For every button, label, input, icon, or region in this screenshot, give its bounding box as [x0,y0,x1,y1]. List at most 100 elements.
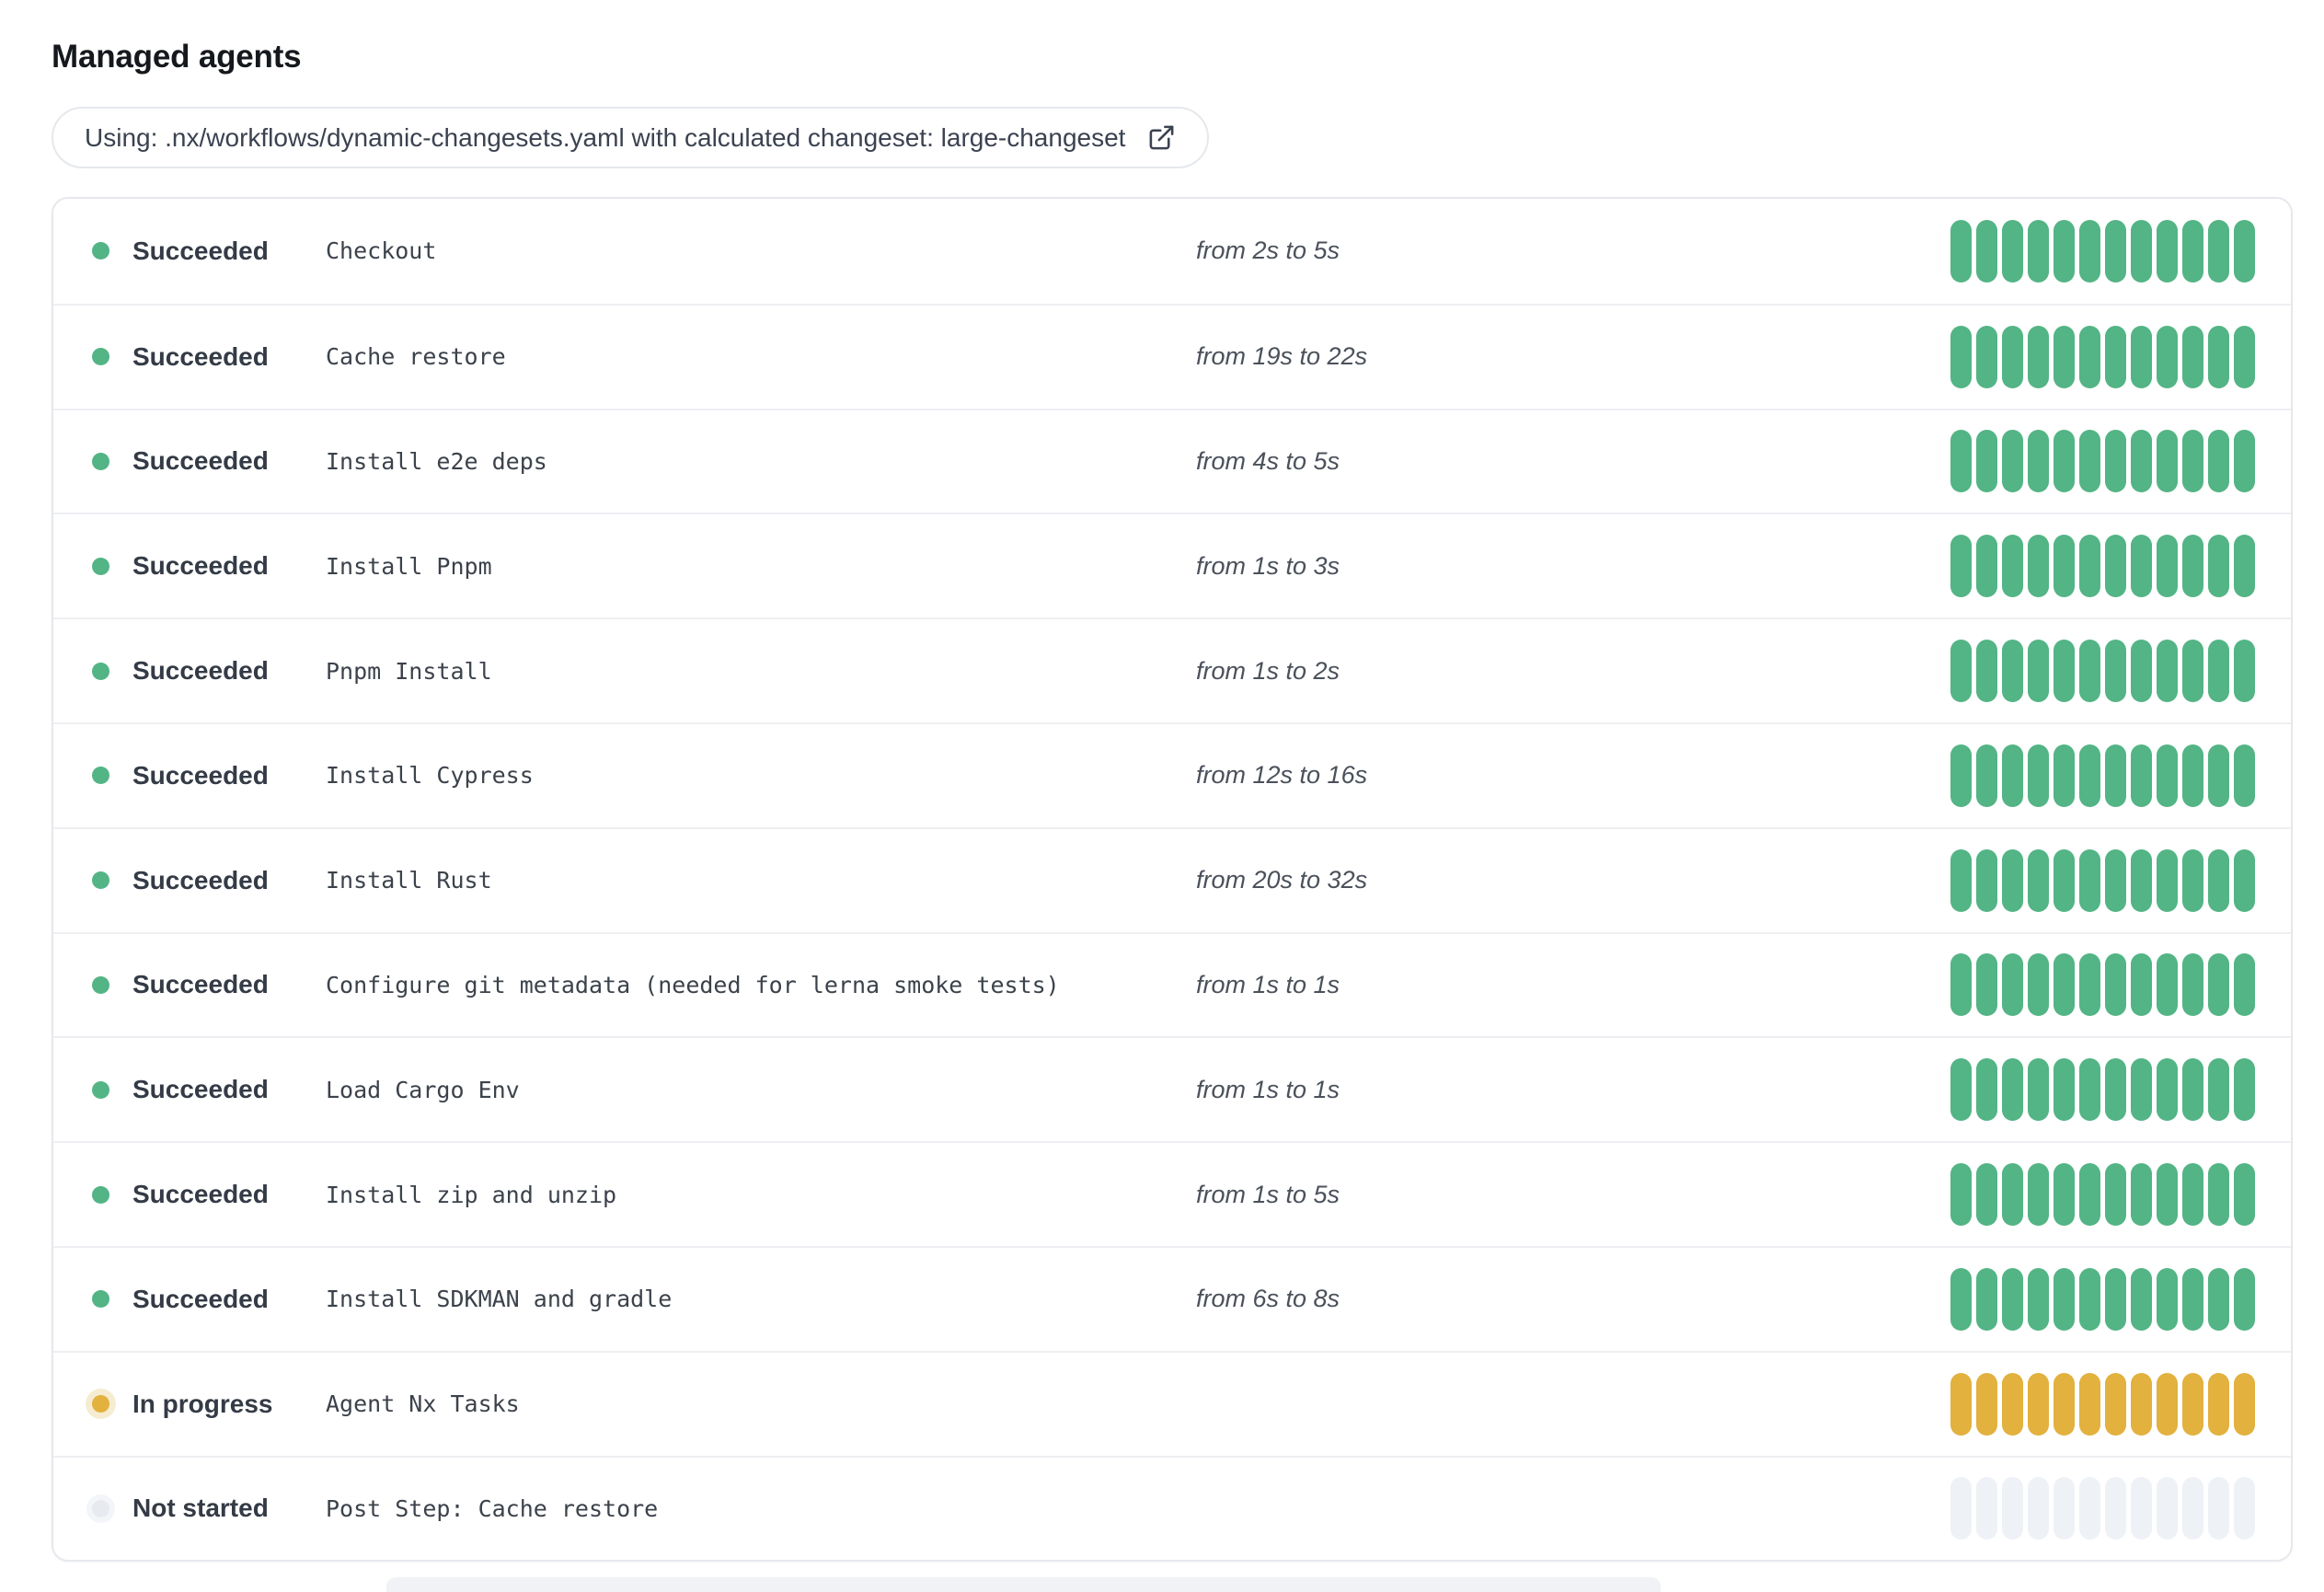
step-name: Load Cargo Env [326,1076,520,1103]
progress-segment [2002,953,2023,1017]
progress-segment [2079,953,2100,1017]
progress-segment [2131,535,2152,598]
progress-segment [2234,1477,2255,1540]
progress-segment [2182,1058,2203,1122]
status-cell: Succeeded [92,446,326,476]
progress-segment [2131,430,2152,493]
step-name: Post Step: Cache restore [326,1494,659,1522]
progress-segment [2182,640,2203,703]
progress-segment [2002,1477,2023,1540]
agent-step-row[interactable]: Succeeded Install Pnpm from 1s to 3s [53,513,2291,618]
progress-segment [2079,325,2100,388]
progress-segment [2157,430,2178,493]
status-dot-icon [92,242,109,260]
progress-segment [2105,1058,2126,1122]
progress-segment [1976,848,1997,912]
agent-step-row[interactable]: In progress Agent Nx Tasks [53,1350,2291,1456]
step-name: Install Pnpm [326,552,492,580]
agent-step-row[interactable]: Succeeded Install e2e deps from 4s to 5s [53,408,2291,513]
status-dot-icon [92,1185,109,1204]
progress-segment [1976,1058,1997,1122]
step-name: Agent Nx Tasks [326,1390,520,1418]
progress-segment [2054,640,2075,703]
status-cell: Succeeded [92,236,326,266]
agent-progress-bar [1950,640,2255,703]
progress-segment [2079,1372,2100,1436]
step-duration-range: from 1s to 2s [1196,656,1340,685]
progress-segment [2234,535,2255,598]
step-duration-range: from 4s to 5s [1196,446,1340,475]
step-duration-range: from 1s to 5s [1196,1180,1340,1208]
step-name: Configure git metadata (needed for lerna… [326,971,1060,998]
status-dot-icon [92,1080,109,1099]
status-dot-icon [92,871,109,890]
agent-step-row[interactable]: Succeeded Configure git metadata (needed… [53,931,2291,1037]
progress-segment [1976,953,1997,1017]
progress-segment [2208,1477,2229,1540]
progress-segment [2208,640,2229,703]
progress-segment [2054,744,2075,807]
workflow-banner-link[interactable]: Using: .nx/workflows/dynamic-changesets.… [52,107,1210,168]
progress-segment [2105,640,2126,703]
progress-segment [1976,219,1997,283]
progress-segment [2182,1267,2203,1331]
progress-segment [2182,953,2203,1017]
progress-segment [2054,219,2075,283]
agent-step-row[interactable]: Succeeded Checkout from 2s to 5s [53,199,2291,304]
progress-segment [1950,535,1972,598]
status-cell: Succeeded [92,1285,326,1314]
step-name: Checkout [326,237,437,265]
status-dot-icon [92,1290,109,1309]
agent-progress-bar [1950,953,2255,1017]
progress-segment [2234,325,2255,388]
agent-step-row[interactable]: Succeeded Install Cypress from 12s to 16… [53,721,2291,827]
progress-segment [2157,1372,2178,1436]
status-label: Succeeded [132,446,269,476]
progress-segment [2002,325,2023,388]
progress-segment [1976,744,1997,807]
progress-segment [2234,744,2255,807]
progress-segment [2131,744,2152,807]
progress-segment [2208,953,2229,1017]
progress-segment [1976,1477,1997,1540]
progress-segment [2054,1058,2075,1122]
agent-progress-bar [1950,219,2255,283]
status-label: Succeeded [132,760,269,790]
agent-step-row[interactable]: Succeeded Load Cargo Env from 1s to 1s [53,1036,2291,1142]
progress-segment [2079,219,2100,283]
progress-segment [2079,1058,2100,1122]
progress-segment [2002,1372,2023,1436]
progress-segment [2234,430,2255,493]
progress-segment [1950,1267,1972,1331]
agent-step-row[interactable]: Succeeded Install Rust from 20s to 32s [53,826,2291,932]
agent-step-row[interactable]: Succeeded Install SDKMAN and gradle from… [53,1245,2291,1351]
agent-progress-bar [1950,1372,2255,1436]
progress-segment [2028,1372,2049,1436]
progress-segment [1950,744,1972,807]
agent-step-row[interactable]: Succeeded Install zip and unzip from 1s … [53,1141,2291,1246]
status-label: Succeeded [132,236,269,265]
progress-segment [1976,325,1997,388]
agent-progress-bar [1950,848,2255,912]
progress-segment [2105,325,2126,388]
progress-segment [2105,219,2126,283]
status-label: Succeeded [132,1180,269,1209]
progress-segment [2105,1477,2126,1540]
progress-segment [1976,430,1997,493]
progress-segment [2157,1058,2178,1122]
step-name: Cache restore [326,343,506,371]
agent-step-row[interactable]: Succeeded Pnpm Install from 1s to 2s [53,617,2291,722]
progress-segment [2028,1267,2049,1331]
progress-segment [2079,1267,2100,1331]
status-cell: In progress [92,1390,326,1419]
status-cell: Succeeded [92,551,326,581]
page-title: Managed agents [52,39,302,75]
agent-step-row[interactable]: Not started Post Step: Cache restore [53,1455,2291,1561]
step-duration-range: from 2s to 5s [1196,236,1340,265]
agent-step-row[interactable]: Succeeded Cache restore from 19s to 22s [53,303,2291,409]
progress-segment [2157,848,2178,912]
status-label: Succeeded [132,656,269,686]
progress-segment [2105,1267,2126,1331]
status-cell: Succeeded [92,970,326,999]
external-link-icon[interactable] [1147,123,1176,152]
